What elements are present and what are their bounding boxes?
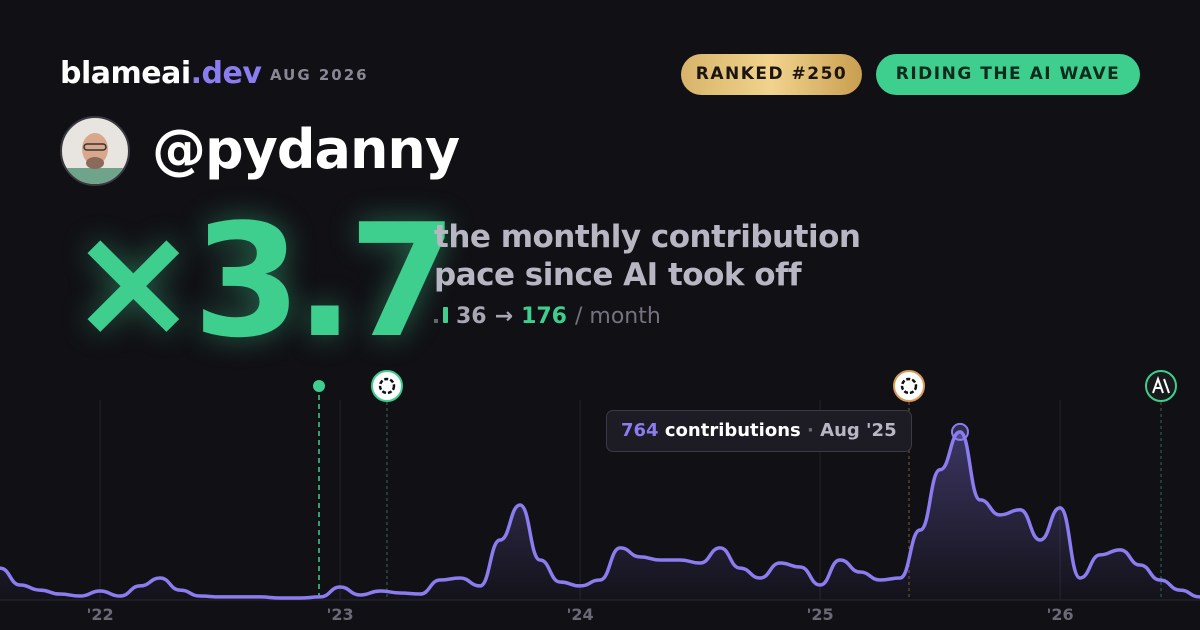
x-tick-label: '26 — [1046, 605, 1073, 624]
tooltip-separator: · — [807, 420, 814, 441]
event-icon-glyph — [1152, 376, 1170, 394]
x-tick-label: '24 — [566, 605, 593, 624]
area — [0, 431, 1200, 600]
peak-marker — [951, 422, 969, 441]
user-handle: @pydanny — [152, 118, 460, 181]
events — [313, 370, 1177, 600]
tooltip-value: 764 — [621, 420, 659, 441]
tooltip: 764 contributions · Aug '25 — [606, 410, 912, 452]
rate: 36 → 176 / month — [434, 304, 669, 329]
brand-name: blameai — [60, 56, 191, 91]
event-icon-glyph — [378, 377, 396, 395]
date: AUG 2026 — [270, 66, 369, 84]
event-dot — [313, 380, 325, 392]
rate-unit: / month — [575, 304, 661, 329]
description: the monthly contribution pace since AI t… — [434, 219, 861, 293]
badge: RANKED #250 — [681, 54, 862, 95]
rate-icon — [434, 307, 448, 323]
x-tick-label: '22 — [86, 605, 113, 624]
x-tick-label: '23 — [326, 605, 353, 624]
avatar — [60, 116, 130, 186]
multiplier: ×3.7 — [68, 190, 457, 372]
event-icon — [371, 370, 403, 402]
rate-before: 36 — [456, 304, 487, 329]
event-icon-glyph — [900, 377, 918, 395]
event-icon — [893, 370, 925, 402]
tooltip-label: contributions — [664, 420, 801, 441]
brand-tld: .dev — [190, 56, 262, 91]
line — [0, 430, 1200, 600]
brand: blameai.dev — [60, 56, 262, 91]
badge: RIDING THE AI WAVE — [876, 54, 1140, 95]
rate-after: 176 — [521, 304, 567, 329]
rate-arrow: → — [494, 304, 514, 329]
tooltip-date: Aug '25 — [820, 420, 897, 441]
x-tick-label: '25 — [806, 605, 833, 624]
